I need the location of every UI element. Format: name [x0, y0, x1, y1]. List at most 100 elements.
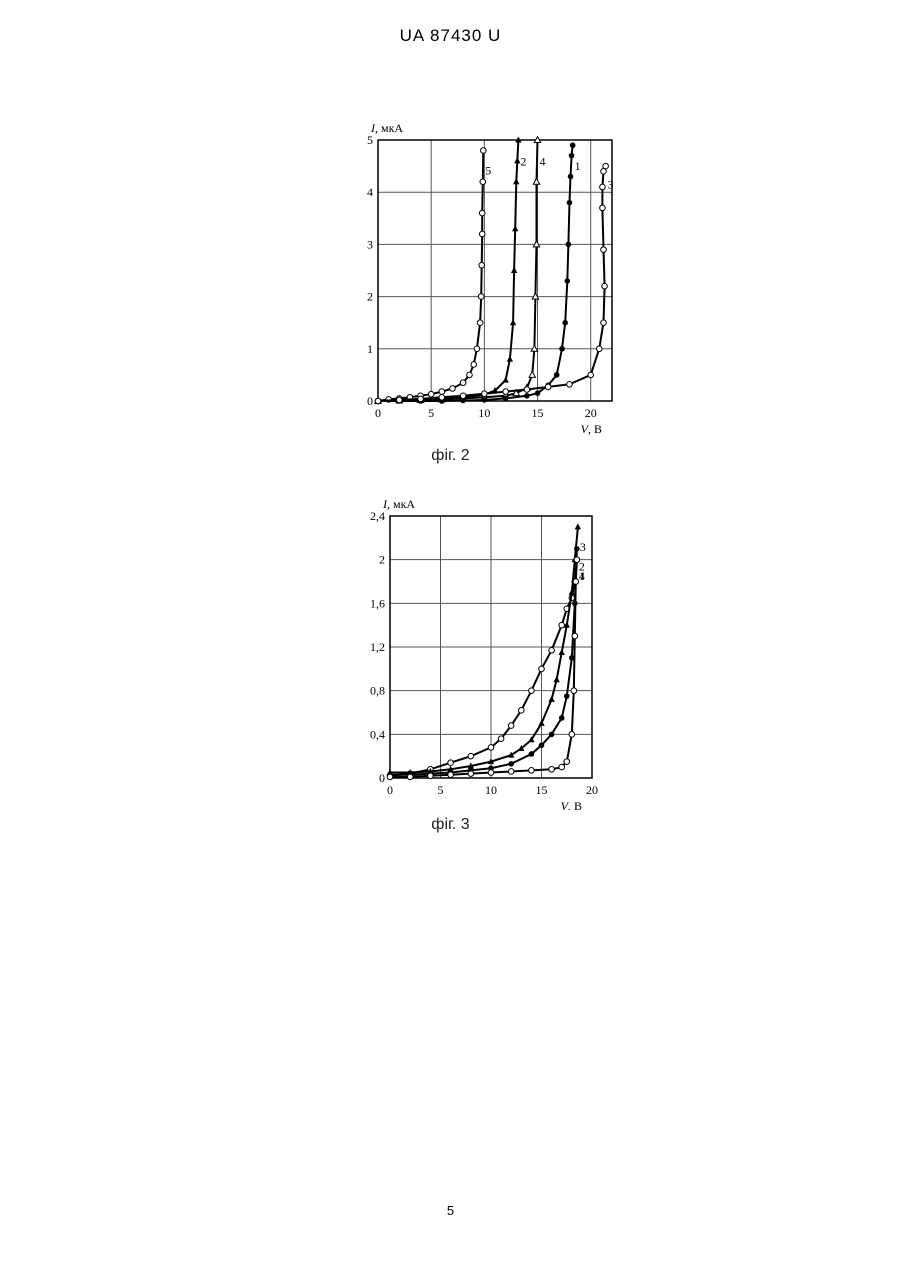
data-point: [596, 346, 602, 352]
data-point: [554, 372, 560, 378]
x-tick-label: 10: [485, 783, 497, 797]
data-point: [511, 267, 517, 273]
data-point: [535, 390, 541, 396]
series-label: 3: [580, 540, 586, 554]
data-point: [488, 745, 494, 751]
data-point: [603, 163, 609, 169]
data-point: [553, 676, 559, 682]
series-label: 5: [485, 164, 491, 178]
series-label: 1: [579, 569, 585, 583]
x-tick-label: 15: [532, 406, 544, 420]
series-label: 4: [540, 154, 546, 168]
x-tick-label: 5: [428, 406, 434, 420]
data-point: [387, 774, 393, 780]
data-point: [529, 371, 535, 377]
data-point: [564, 759, 570, 765]
data-point: [467, 372, 473, 378]
x-tick-label: 0: [387, 783, 393, 797]
data-point: [567, 381, 573, 387]
y-tick-label: 0: [379, 771, 385, 785]
data-point: [524, 393, 530, 399]
data-point: [565, 278, 571, 284]
y-tick-label: 5: [367, 133, 373, 147]
data-point: [468, 753, 474, 759]
data-point: [564, 693, 570, 699]
data-point: [539, 666, 545, 672]
data-point: [477, 320, 483, 326]
data-point: [529, 751, 535, 757]
document-header: UA 87430 U: [0, 26, 901, 46]
data-point: [600, 184, 606, 190]
data-point: [569, 732, 575, 738]
data-point: [508, 761, 514, 767]
data-point: [508, 769, 514, 775]
plot-frame: [378, 140, 612, 401]
data-point: [533, 178, 539, 184]
data-point: [569, 153, 575, 159]
data-point: [562, 320, 568, 326]
data-point: [573, 579, 579, 585]
data-point: [479, 231, 485, 237]
data-point: [513, 178, 519, 184]
y-tick-label: 4: [367, 185, 373, 199]
y-tick-label: 2,4: [370, 509, 385, 523]
data-point: [479, 262, 485, 268]
data-point: [460, 380, 466, 386]
data-point: [498, 736, 504, 742]
data-point: [575, 523, 581, 529]
data-point: [572, 633, 578, 639]
data-point: [448, 760, 454, 766]
data-point: [488, 770, 494, 776]
series-2: [375, 137, 522, 404]
x-tick-label: 0: [375, 406, 381, 420]
data-point: [566, 242, 572, 248]
data-point: [460, 393, 466, 399]
data-point: [567, 200, 573, 206]
page-number: 5: [0, 1203, 901, 1218]
series-1: [387, 557, 579, 780]
series-line: [378, 150, 483, 401]
y-tick-label: 0,4: [370, 727, 385, 741]
y-tick-label: 1,2: [370, 640, 385, 654]
y-tick-label: 3: [367, 237, 373, 251]
data-point: [481, 148, 487, 154]
data-point: [507, 356, 513, 362]
data-point: [482, 397, 488, 403]
data-point: [548, 696, 554, 702]
data-point: [512, 225, 518, 231]
y-tick-label: 1: [367, 342, 373, 356]
data-point: [510, 319, 516, 325]
y-tick-label: 0,8: [370, 684, 385, 698]
y-axis-label: I, мкА: [382, 497, 415, 511]
data-point: [549, 647, 555, 653]
data-point: [559, 764, 565, 770]
data-point: [502, 377, 508, 383]
data-point: [559, 346, 565, 352]
data-point: [574, 546, 580, 552]
data-point: [407, 774, 413, 780]
y-tick-label: 2: [379, 553, 385, 567]
data-point: [468, 771, 474, 777]
figure-2-caption: фіг. 2: [0, 447, 901, 465]
data-point: [428, 773, 434, 779]
data-point: [474, 346, 480, 352]
data-point: [396, 397, 402, 403]
series-line: [390, 549, 577, 775]
series-2: [387, 546, 579, 778]
x-tick-label: 5: [438, 783, 444, 797]
x-tick-label: 20: [586, 783, 598, 797]
data-point: [602, 283, 608, 289]
figure-2-chart: 05101520012345I, мкАV, В52413: [0, 110, 901, 440]
data-point: [600, 205, 606, 211]
y-tick-label: 0: [367, 394, 373, 408]
data-point: [480, 179, 486, 185]
data-point: [478, 294, 484, 300]
data-point: [559, 622, 565, 628]
data-point: [503, 396, 509, 402]
data-point: [418, 396, 424, 402]
data-point: [439, 389, 445, 395]
y-tick-label: 1,6: [370, 596, 385, 610]
data-point: [524, 387, 530, 393]
data-point: [450, 386, 456, 392]
data-point: [559, 715, 565, 721]
